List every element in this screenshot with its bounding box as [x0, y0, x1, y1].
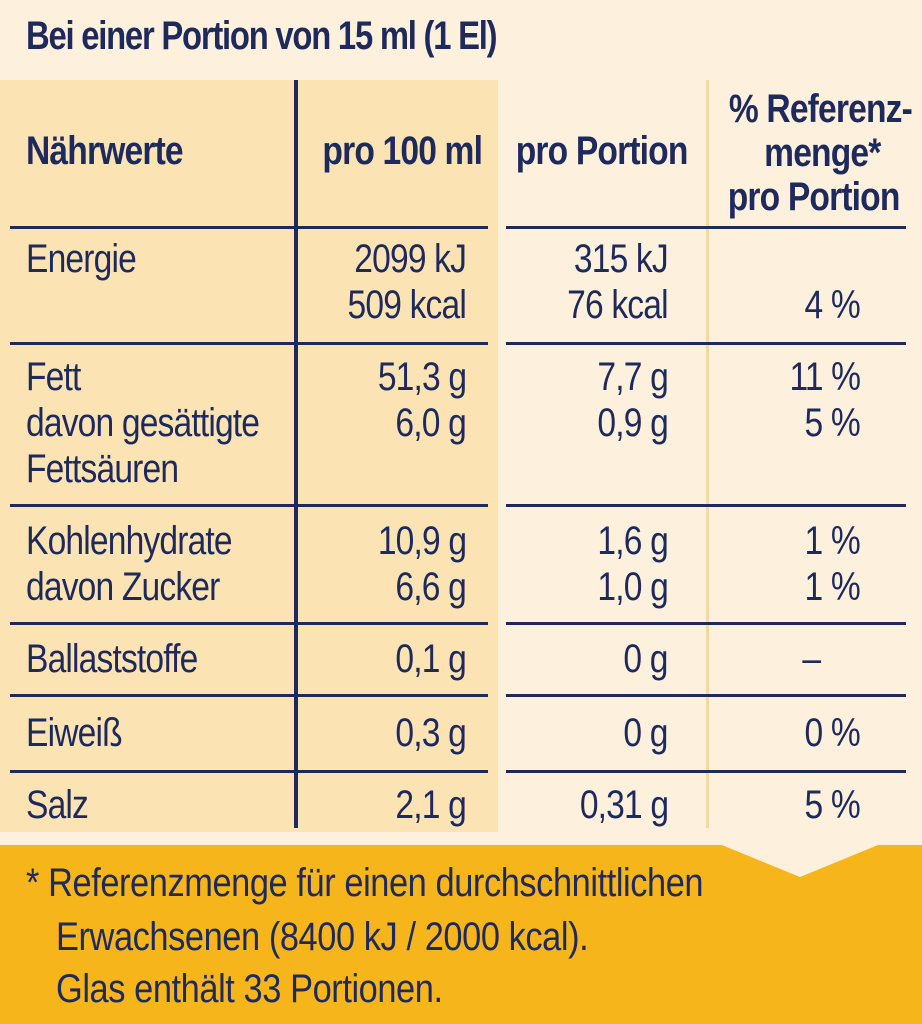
sugar-per100: 6,6 g — [395, 565, 466, 609]
divider-vertical-2 — [706, 80, 709, 828]
fiber-reference: – — [802, 637, 821, 681]
row-label-fat: Fett — [26, 355, 81, 399]
row-label-protein: Eiweiß — [26, 711, 123, 755]
header-reference-line2: menge* — [763, 131, 881, 175]
table-title: Bei einer Portion von 15 ml (1 El) — [26, 14, 498, 58]
divider-row-2 — [10, 504, 488, 507]
salt-per100: 2,1 g — [395, 783, 466, 827]
fat-portion: 7,7 g — [597, 355, 668, 399]
protein-reference: 0 % — [804, 711, 861, 755]
sugar-reference: 1 % — [804, 565, 861, 609]
divider-row-3 — [10, 622, 488, 625]
carbs-per100: 10,9 g — [377, 519, 467, 563]
protein-per100: 0,3 g — [395, 711, 466, 755]
footnote-line-1: * Referenzmenge für einen durchschnittli… — [26, 861, 704, 905]
saturated-per100: 6,0 g — [395, 401, 466, 445]
fiber-per100: 0,1 g — [395, 637, 466, 681]
header-reference-line3: pro Portion — [728, 175, 901, 219]
protein-portion: 0 g — [623, 711, 669, 755]
row-label-energy: Energie — [26, 237, 137, 281]
row-label-fiber: Ballaststoffe — [26, 637, 198, 681]
header-reference-line1: % Referenz- — [728, 87, 913, 131]
divider-row-5b — [506, 770, 906, 773]
carbs-portion: 1,6 g — [597, 519, 668, 563]
energy-reference: 4 % — [804, 283, 861, 327]
energy-portion-kj: 315 kJ — [574, 237, 669, 281]
energy-portion-kcal: 76 kcal — [567, 283, 668, 327]
salt-reference: 5 % — [804, 783, 861, 827]
salt-portion: 0,31 g — [579, 783, 669, 827]
divider-row-4 — [10, 694, 488, 697]
divider-vertical-1 — [294, 80, 298, 828]
saturated-portion: 0,9 g — [597, 401, 668, 445]
row-label-fatty-acids: Fettsäuren — [26, 447, 179, 491]
divider-row-5 — [10, 770, 488, 773]
row-label-saturated: davon gesättigte — [26, 401, 260, 445]
divider-row-2b — [506, 504, 906, 507]
saturated-reference: 5 % — [804, 401, 861, 445]
row-label-salt: Salz — [26, 783, 89, 827]
header-nutrients: Nährwerte — [26, 129, 184, 173]
energy-per100-kj: 2099 kJ — [354, 237, 467, 281]
row-label-carbohydrates: Kohlenhydrate — [26, 519, 233, 563]
row-label-sugar: davon Zucker — [26, 565, 220, 609]
header-per-portion: pro Portion — [516, 129, 689, 173]
divider-header-b — [506, 226, 906, 229]
divider-row-4b — [506, 694, 906, 697]
footnote-line-2: Erwachsenen (8400 kJ / 2000 kcal). — [56, 915, 589, 959]
footer-notch — [690, 832, 910, 877]
divider-header — [10, 226, 488, 229]
energy-per100-kcal: 509 kcal — [347, 283, 467, 327]
header-per-100ml: pro 100 ml — [322, 129, 483, 173]
divider-row-1b — [506, 342, 906, 345]
divider-row-3b — [506, 622, 906, 625]
fat-reference: 11 % — [789, 355, 861, 399]
divider-row-1 — [10, 342, 488, 345]
carbs-reference: 1 % — [804, 519, 861, 563]
footnote-line-3: Glas enthält 33 Portionen. — [56, 967, 443, 1011]
fiber-portion: 0 g — [623, 637, 669, 681]
fat-per100: 51,3 g — [377, 355, 467, 399]
shaded-column-area — [0, 80, 498, 832]
sugar-portion: 1,0 g — [597, 565, 668, 609]
